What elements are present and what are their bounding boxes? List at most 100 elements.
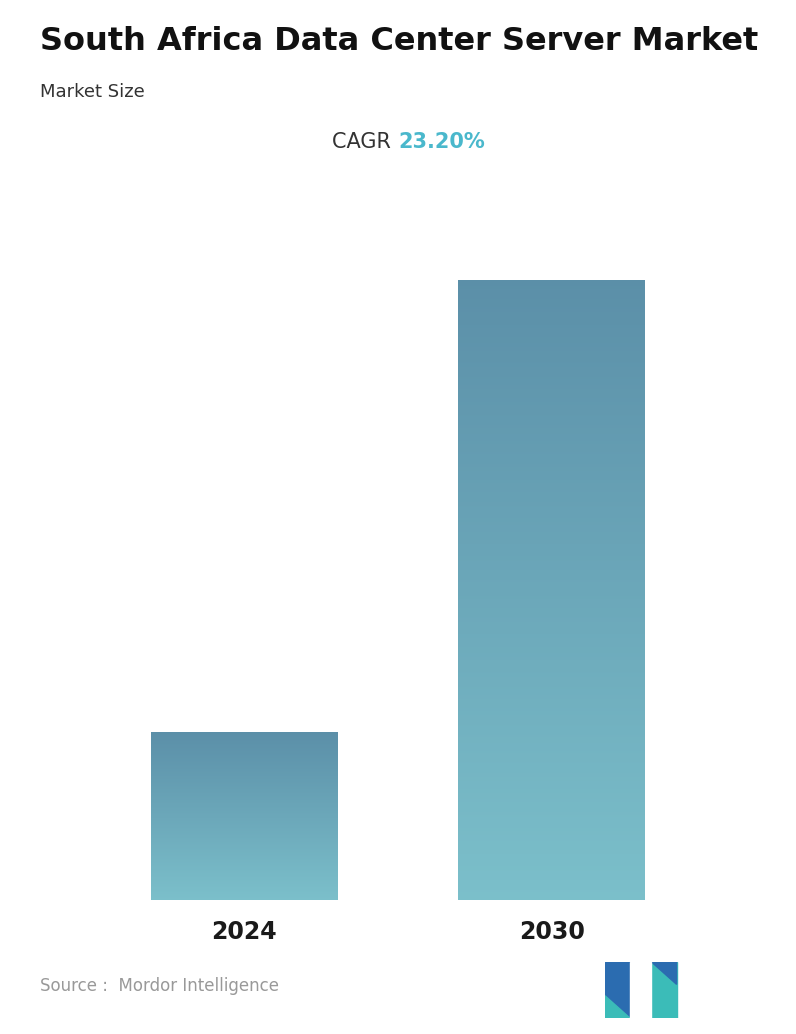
Bar (458, 324, 646, 325)
Bar (458, 742, 646, 743)
Bar (458, 571, 646, 573)
Bar (458, 764, 646, 766)
Bar (458, 538, 646, 539)
Bar (458, 778, 646, 780)
Bar (458, 481, 646, 482)
Bar (458, 862, 646, 863)
Bar (458, 555, 646, 556)
Bar (458, 384, 646, 386)
Bar (458, 871, 646, 873)
Bar (458, 849, 646, 850)
Bar (458, 768, 646, 769)
Bar (458, 377, 646, 379)
Bar (458, 854, 646, 855)
Bar (458, 899, 646, 900)
Bar (458, 798, 646, 799)
Bar (458, 848, 646, 849)
Bar (458, 432, 646, 434)
Bar (458, 589, 646, 591)
Bar (458, 400, 646, 401)
Bar (458, 692, 646, 693)
Bar (458, 581, 646, 582)
Bar (458, 784, 646, 786)
Bar (458, 337, 646, 338)
Bar (458, 818, 646, 819)
Bar (458, 642, 646, 643)
Bar (458, 460, 646, 461)
Bar (458, 438, 646, 440)
Bar (458, 433, 646, 435)
Bar (458, 494, 646, 495)
Bar (458, 730, 646, 731)
Bar (458, 639, 646, 641)
Bar (458, 656, 646, 657)
Bar (458, 826, 646, 828)
Bar (458, 699, 646, 700)
Bar (458, 381, 646, 382)
Bar (458, 305, 646, 306)
Bar (458, 552, 646, 554)
Bar (458, 713, 646, 714)
Bar (458, 527, 646, 529)
Bar (458, 749, 646, 750)
Bar (458, 586, 646, 587)
Bar (458, 340, 646, 342)
Bar (458, 886, 646, 887)
Bar (458, 601, 646, 602)
Bar (458, 852, 646, 854)
Bar (458, 595, 646, 596)
Bar (458, 496, 646, 498)
Bar (458, 832, 646, 834)
Polygon shape (605, 996, 630, 1018)
Bar (458, 477, 646, 479)
Bar (458, 811, 646, 812)
Bar (458, 625, 646, 626)
Bar (458, 727, 646, 729)
Bar (458, 523, 646, 524)
Bar (458, 661, 646, 662)
Bar (458, 763, 646, 764)
Bar (458, 285, 646, 286)
Bar (458, 537, 646, 538)
Bar (458, 406, 646, 407)
Bar (458, 383, 646, 385)
Bar (458, 482, 646, 483)
Bar (458, 786, 646, 787)
Bar (458, 469, 646, 470)
Bar (458, 306, 646, 307)
Bar (458, 533, 646, 535)
Bar (458, 455, 646, 456)
Bar (458, 671, 646, 673)
Bar (458, 596, 646, 598)
Bar (458, 777, 646, 779)
Bar (458, 419, 646, 420)
Bar (458, 820, 646, 822)
Bar (458, 771, 646, 773)
Bar (458, 673, 646, 674)
Bar (458, 837, 646, 838)
Bar (458, 717, 646, 718)
Bar (458, 402, 646, 404)
Bar (458, 894, 646, 895)
Bar (458, 376, 646, 378)
Bar (458, 846, 646, 848)
Bar (458, 833, 646, 835)
Bar (458, 738, 646, 739)
Bar (458, 531, 646, 533)
Bar (458, 509, 646, 511)
Bar (458, 799, 646, 800)
Bar (458, 442, 646, 443)
Bar (458, 567, 646, 568)
Bar (458, 292, 646, 293)
Bar (458, 724, 646, 725)
Bar (458, 327, 646, 329)
Bar (458, 659, 646, 661)
Bar (458, 413, 646, 414)
Bar (458, 783, 646, 785)
Bar (458, 755, 646, 756)
Bar (458, 582, 646, 583)
Bar (458, 501, 646, 504)
Bar (458, 457, 646, 458)
Bar (458, 458, 646, 460)
Bar (458, 628, 646, 630)
